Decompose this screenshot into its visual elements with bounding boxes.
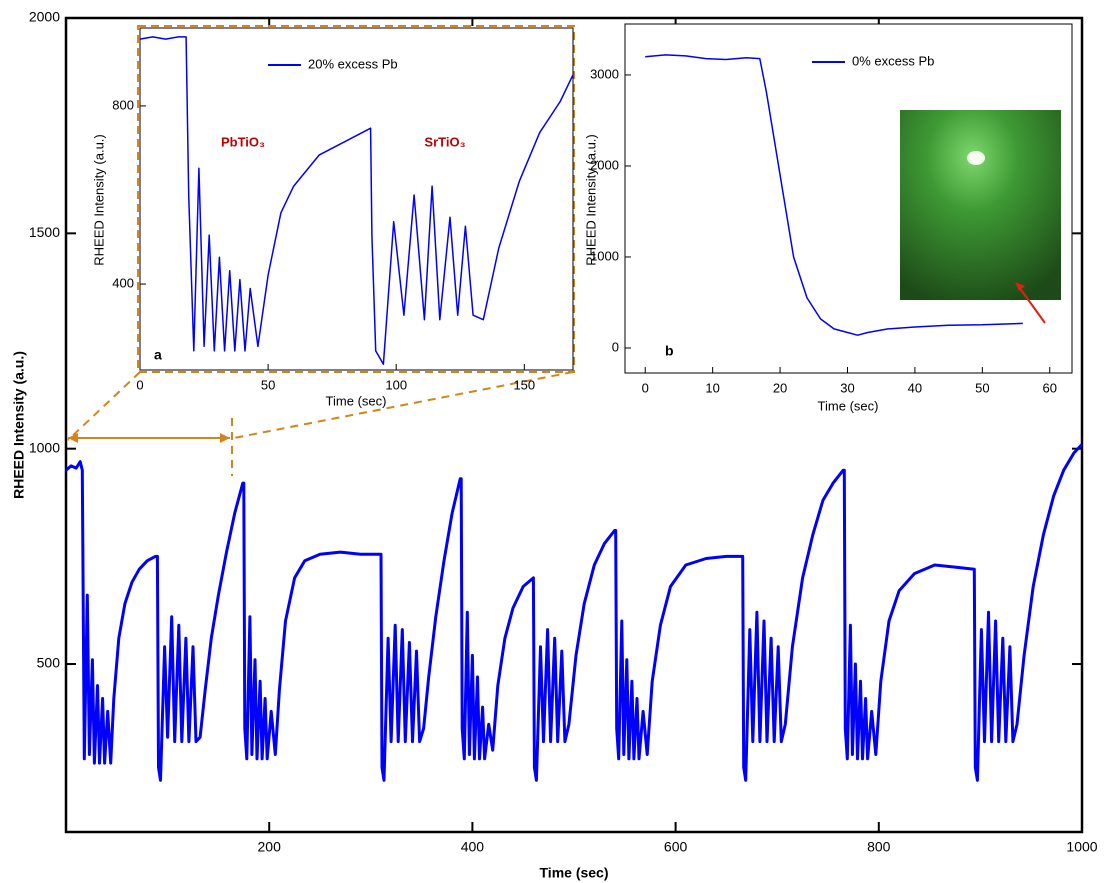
annotation: PbTiO₃ <box>221 134 265 149</box>
y-tick-label: 800 <box>112 97 134 112</box>
rheed-image <box>900 110 1061 300</box>
legend-label: 20% excess Pb <box>308 56 398 71</box>
x-tick-label: 60 <box>1043 380 1057 395</box>
annotation: SrTiO₃ <box>424 134 465 149</box>
y-tick-label: 400 <box>112 275 134 290</box>
x-tick-label: 40 <box>908 380 922 395</box>
inset-border <box>137 25 575 373</box>
data-line <box>65 443 1084 782</box>
y-axis-label: RHEED Intensity (a.u.) <box>583 134 598 266</box>
pointer-arrow <box>1018 286 1046 324</box>
main-frame <box>64 16 1084 834</box>
x-axis-label: Time (sec) <box>818 398 879 413</box>
y-tick-label: 0 <box>612 339 619 354</box>
x-tick-label: 1000 <box>1066 839 1097 855</box>
pointer-head <box>1015 282 1025 291</box>
zoom-line <box>233 371 574 439</box>
y-tick-label: 1000 <box>590 248 619 263</box>
data-line <box>645 54 1023 336</box>
y-tick-label: 3000 <box>590 66 619 81</box>
zoom-guides <box>67 371 574 476</box>
y-tick-label: 2000 <box>29 9 60 25</box>
y-axis-label: RHEED Intensity (a.u.) <box>91 134 106 266</box>
x-tick-label: 800 <box>867 839 891 855</box>
y-tick-label: 2000 <box>590 157 619 172</box>
x-axis-label: Time (sec) <box>326 393 387 408</box>
y-axis-label: RHEED Intensity (a.u.) <box>11 351 27 499</box>
panel-label: b <box>665 343 674 359</box>
x-axis-label: Time (sec) <box>540 865 609 881</box>
x-tick-label: 200 <box>258 839 282 855</box>
x-tick-label: 400 <box>461 839 485 855</box>
x-tick-label: 50 <box>975 380 989 395</box>
x-tick-label: 10 <box>705 380 719 395</box>
zoom-line <box>67 371 141 441</box>
inset-b: 0 1000 2000 3000 0 10 20 30 40 50 60 Time (sec) RHEE… <box>583 23 1073 413</box>
x-tick-label: 0 <box>136 377 143 392</box>
y-tick-label: 1000 <box>29 439 60 455</box>
x-tick-label: 0 <box>642 380 649 395</box>
x-tick-label: 100 <box>385 377 407 392</box>
inset-a: 400 800 0 50 100 150 Time (sec) RHEED Intensity… <box>91 25 575 408</box>
x-tick-label: 600 <box>664 839 688 855</box>
y-tick-label: 1500 <box>29 224 60 240</box>
x-tick-label: 150 <box>513 377 535 392</box>
x-tick-label: 20 <box>773 380 787 395</box>
x-tick-label: 30 <box>840 380 854 395</box>
legend-label: 0% excess Pb <box>852 53 934 68</box>
data-line <box>139 36 574 365</box>
inset-frame <box>139 27 574 371</box>
y-tick-label: 500 <box>37 655 61 671</box>
panel-label: a <box>154 347 162 363</box>
x-tick-label: 50 <box>261 377 275 392</box>
rheed-spot <box>967 151 985 165</box>
